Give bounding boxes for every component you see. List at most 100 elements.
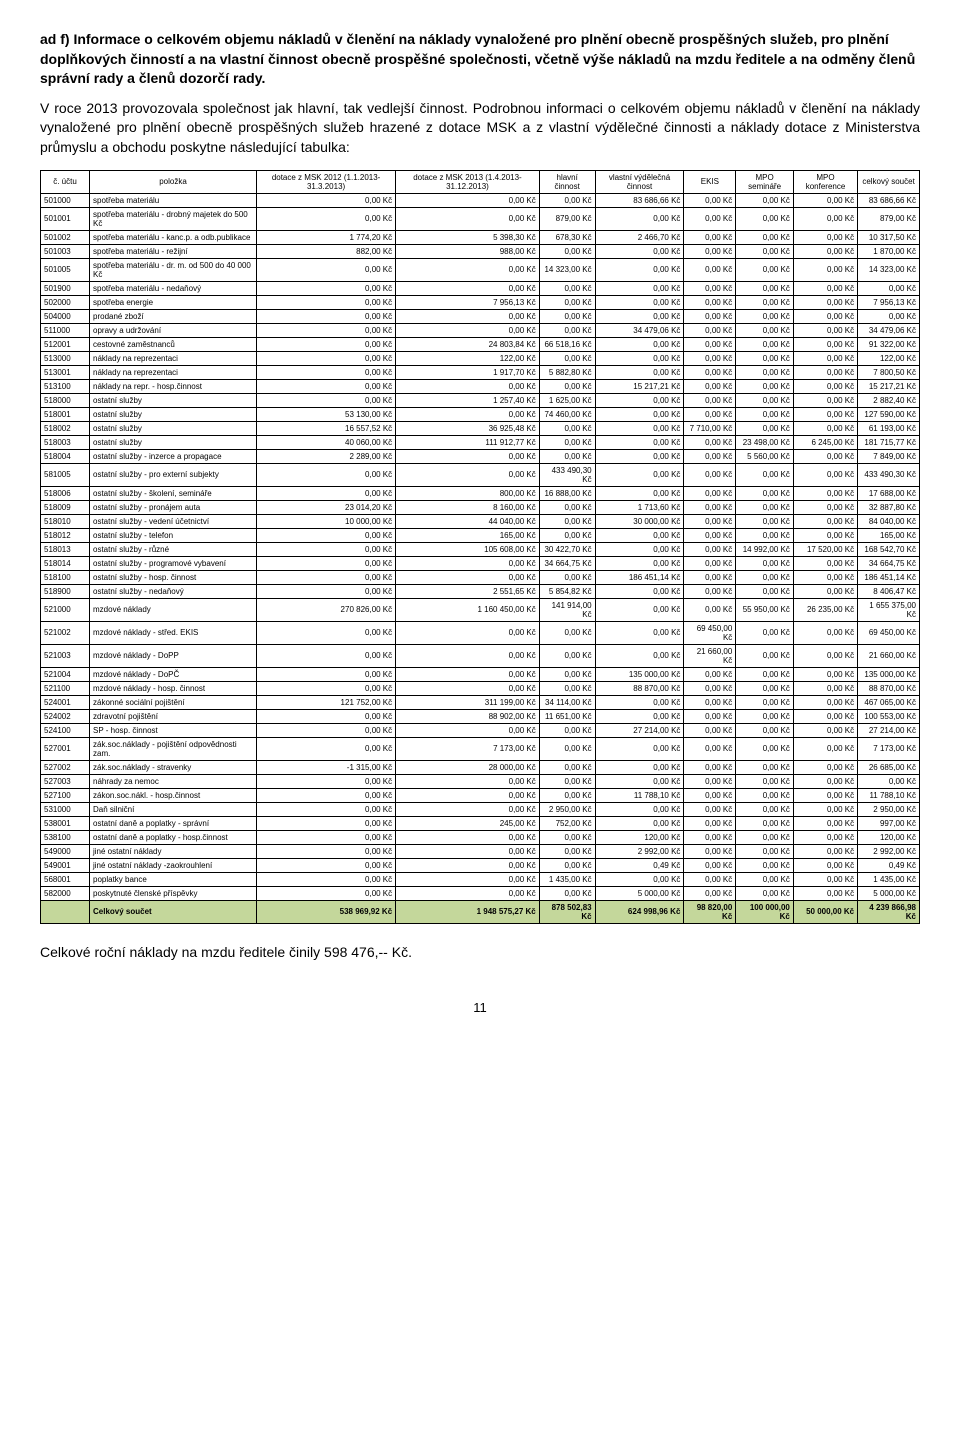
table-cell: 0,00 Kč	[396, 193, 540, 207]
table-cell: spotřeba materiálu - režijní	[90, 244, 257, 258]
table-cell: 0,00 Kč	[257, 584, 396, 598]
table-cell: 0,00 Kč	[396, 788, 540, 802]
table-cell: 0,00 Kč	[595, 351, 684, 365]
table-cell: 1 713,60 Kč	[595, 500, 684, 514]
table-cell: 0,00 Kč	[595, 542, 684, 556]
table-cell: ostatní služby - telefon	[90, 528, 257, 542]
table-cell: 0,00 Kč	[396, 681, 540, 695]
table-cell: 0,00 Kč	[736, 570, 794, 584]
table-cell: 0,00 Kč	[257, 486, 396, 500]
table-cell: 0,00 Kč	[257, 844, 396, 858]
table-row: 513000náklady na reprezentaci0,00 Kč122,…	[41, 351, 920, 365]
table-cell: 0,00 Kč	[736, 723, 794, 737]
table-cell: 0,00 Kč	[793, 193, 857, 207]
table-cell: 1 257,40 Kč	[396, 393, 540, 407]
table-cell: 0,00 Kč	[684, 774, 736, 788]
table-cell: 0,00 Kč	[684, 542, 736, 556]
table-cell: 0,00 Kč	[684, 760, 736, 774]
table-cell: 34 114,00 Kč	[539, 695, 595, 709]
table-cell: 17 520,00 Kč	[793, 542, 857, 556]
table-cell: 0,00 Kč	[793, 667, 857, 681]
table-cell: jiné ostatní náklady -zaokrouhlení	[90, 858, 257, 872]
table-row: 549001jiné ostatní náklady -zaokrouhlení…	[41, 858, 920, 872]
table-cell: 0,00 Kč	[595, 737, 684, 760]
table-cell: 0,00 Kč	[539, 528, 595, 542]
table-cell: opravy a udržování	[90, 323, 257, 337]
table-cell: 0,00 Kč	[736, 244, 794, 258]
table-cell: 30 000,00 Kč	[595, 514, 684, 528]
table-cell: 0,00 Kč	[736, 365, 794, 379]
table-cell: 0,00 Kč	[595, 695, 684, 709]
table-cell: 0,00 Kč	[793, 556, 857, 570]
table-cell: -1 315,00 Kč	[257, 760, 396, 774]
table-cell: 518014	[41, 556, 90, 570]
table-row: 513100náklady na repr. - hosp.činnost0,0…	[41, 379, 920, 393]
table-cell: 1 435,00 Kč	[539, 872, 595, 886]
table-cell: 0,00 Kč	[396, 667, 540, 681]
table-cell: 2 950,00 Kč	[858, 802, 920, 816]
table-cell: 0,00 Kč	[595, 556, 684, 570]
table-cell: ostatní služby	[90, 393, 257, 407]
table-cell: 0,00 Kč	[684, 449, 736, 463]
table-cell: 0,00 Kč	[595, 760, 684, 774]
table-cell: 0,00 Kč	[595, 816, 684, 830]
table-total-cell	[41, 900, 90, 923]
table-cell: 2 950,00 Kč	[539, 802, 595, 816]
table-row: 521004mzdové náklady - DoPČ0,00 Kč0,00 K…	[41, 667, 920, 681]
table-cell: 0,00 Kč	[793, 309, 857, 323]
table-row: 521002mzdové náklady - střed. EKIS0,00 K…	[41, 621, 920, 644]
table-cell: 0,00 Kč	[684, 393, 736, 407]
table-cell: 0,00 Kč	[793, 570, 857, 584]
table-cell: 0,00 Kč	[539, 621, 595, 644]
table-cell: 5 854,82 Kč	[539, 584, 595, 598]
table-cell: 0,00 Kč	[595, 421, 684, 435]
table-cell: 181 715,77 Kč	[858, 435, 920, 449]
table-cell: 0,00 Kč	[539, 667, 595, 681]
table-cell: 0,00 Kč	[793, 379, 857, 393]
table-row: 518013ostatní služby - různé0,00 Kč105 6…	[41, 542, 920, 556]
table-cell: ostatní služby - různé	[90, 542, 257, 556]
table-cell: 0,00 Kč	[793, 244, 857, 258]
table-cell: 0,00 Kč	[257, 621, 396, 644]
table-cell: 0,00 Kč	[684, 486, 736, 500]
table-cell: 0,00 Kč	[793, 449, 857, 463]
table-cell: 521002	[41, 621, 90, 644]
table-cell: 524001	[41, 695, 90, 709]
table-row: 518002ostatní služby16 557,52 Kč36 925,4…	[41, 421, 920, 435]
table-cell: 0,00 Kč	[257, 207, 396, 230]
table-cell: 0,00 Kč	[595, 621, 684, 644]
heading-title: Informace o celkovém objemu nákladů v čl…	[40, 31, 915, 86]
table-cell: 0,00 Kč	[736, 528, 794, 542]
table-cell: 0,00 Kč	[595, 207, 684, 230]
table-row: 518009ostatní služby - pronájem auta23 0…	[41, 500, 920, 514]
table-cell: 0,00 Kč	[257, 886, 396, 900]
table-cell: 0,00 Kč	[396, 858, 540, 872]
table-cell: 0,49 Kč	[858, 858, 920, 872]
table-row: 518900ostatní služby - nedaňový0,00 Kč2 …	[41, 584, 920, 598]
table-cell: 245,00 Kč	[396, 816, 540, 830]
table-cell: 527003	[41, 774, 90, 788]
table-cell: 0,00 Kč	[595, 281, 684, 295]
table-cell: 0,00 Kč	[858, 774, 920, 788]
table-cell: 0,00 Kč	[595, 393, 684, 407]
table-cell: mzdové náklady - střed. EKIS	[90, 621, 257, 644]
table-cell: 0,49 Kč	[595, 858, 684, 872]
table-cell: 0,00 Kč	[595, 407, 684, 421]
table-cell: 122,00 Kč	[858, 351, 920, 365]
table-cell: 0,00 Kč	[595, 872, 684, 886]
table-cell: 91 322,00 Kč	[858, 337, 920, 351]
table-cell: 17 688,00 Kč	[858, 486, 920, 500]
table-cell: 15 217,21 Kč	[858, 379, 920, 393]
table-cell: 0,00 Kč	[793, 207, 857, 230]
table-cell: 0,00 Kč	[736, 295, 794, 309]
table-cell: 518006	[41, 486, 90, 500]
table-row: 518003ostatní služby40 060,00 Kč111 912,…	[41, 435, 920, 449]
table-cell: 0,00 Kč	[396, 774, 540, 788]
table-cell: 88 870,00 Kč	[858, 681, 920, 695]
table-cell: 0,00 Kč	[396, 570, 540, 584]
table-row: 518100ostatní služby - hosp. činnost0,00…	[41, 570, 920, 584]
table-cell: 0,00 Kč	[684, 858, 736, 872]
table-cell: 28 000,00 Kč	[396, 760, 540, 774]
table-cell: 7 849,00 Kč	[858, 449, 920, 463]
table-cell: 0,00 Kč	[736, 351, 794, 365]
